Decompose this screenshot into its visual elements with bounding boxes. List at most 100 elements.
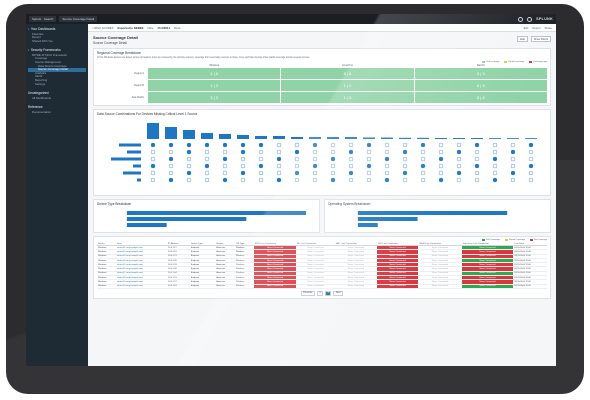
combination-bar[interactable] [237,135,249,139]
combination-bar[interactable] [471,138,483,139]
table-row[interactable]: Windows wkstn-02.corp.example.com 10.0.1.1… [97,249,547,255]
column-header[interactable]: SIEM Last Connection [418,242,462,246]
coverage-cell[interactable]: 1 | 2 [281,79,414,91]
column-header[interactable]: NAC Last Connection [334,242,377,246]
table-cell[interactable]: wkstn-08.corp.example.com [116,275,167,281]
chevron-down-icon[interactable]: ▾ [28,48,30,52]
column-header[interactable]: OS Type [234,242,255,246]
next-page-button[interactable]: Next [333,290,344,296]
coverage-cell[interactable]: 1 | 3 [148,79,281,91]
sidebar-item[interactable]: Reporting [35,77,48,82]
show-filters-button[interactable]: Show Filters [530,36,551,42]
sidebar-item[interactable]: Coverage [35,56,48,61]
table-cell[interactable]: wkstn-06.corp.example.com [116,266,167,272]
combination-bar[interactable] [327,137,339,139]
coverage-cell[interactable]: 9 | 9 [414,67,547,79]
settings-icon[interactable] [518,16,524,22]
edit-button[interactable]: Edit [517,36,528,42]
bar[interactable] [126,216,247,221]
coverage-cell[interactable]: 8 | 8 [414,91,547,103]
column-header[interactable]: EDR Last Connection [254,242,297,246]
set-size-bar[interactable] [133,164,141,168]
browser-tab[interactable]: Splunk · Search [29,16,57,22]
prev-page-button[interactable]: Previous [300,290,315,296]
breadcrumb-item[interactable]: Date [147,25,154,30]
combination-bar[interactable] [273,136,285,139]
combination-bar[interactable] [381,137,393,140]
table-row[interactable]: Windows wkstn-08.corp.example.com 10.0.1.5… [97,275,547,281]
set-size-bar[interactable] [111,157,141,161]
bar[interactable] [357,210,508,215]
table-row[interactable]: Windows wkstn-06.corp.example.com 10.0.1.4… [97,266,547,272]
table-row[interactable]: Windows wkstn-01.corp.example.com 10.0.1.1… [97,245,547,251]
table-row[interactable]: Windows wkstn-03.corp.example.com 10.0.1.2… [97,254,547,259]
table-cell[interactable]: wkstn-10.corp.example.com [116,284,167,290]
set-size-bar[interactable] [123,171,141,175]
breadcrumb-item[interactable]: More [174,25,181,30]
table-cell[interactable]: wkstn-03.corp.example.com [116,254,167,259]
browser-tab[interactable]: Source Coverage Detail [59,16,98,22]
column-header[interactable]: Region [215,242,235,246]
set-size-bar[interactable] [119,143,141,147]
set-size-bar[interactable] [127,150,141,154]
bar[interactable] [357,222,378,227]
page-2-button[interactable]: 2 [325,290,332,296]
coverage-cell[interactable]: 3 | 3 [148,91,281,103]
table-cell[interactable]: wkstn-09.corp.example.com [116,279,167,285]
combination-bar[interactable] [435,138,447,139]
user-icon[interactable] [527,16,533,22]
combination-bar[interactable] [525,138,537,139]
combination-bar[interactable] [417,137,429,139]
sidebar-item[interactable]: Data Source Coverage [38,63,67,68]
table-cell[interactable]: wkstn-02.corp.example.com [116,249,167,255]
edit-link[interactable]: Edit [523,25,529,30]
breadcrumb-item[interactable]: Exported to DEBEE [117,25,144,30]
table-row[interactable]: Windows wkstn-04.corp.example.com 10.0.1.2… [97,258,547,264]
bar[interactable] [357,216,418,221]
set-size-bar[interactable] [137,178,141,182]
table-row[interactable]: Windows wkstn-10.corp.example.com 10.0.1.6… [97,284,547,290]
table-row[interactable]: Windows wkstn-05.corp.example.com 10.0.1.3… [97,262,547,268]
sidebar-item[interactable]: Documentation [32,109,51,114]
combination-bar[interactable] [453,138,465,139]
combination-bar[interactable] [363,137,375,140]
sidebar-item[interactable]: Alerts [35,74,43,79]
combination-bar[interactable] [507,138,519,139]
coverage-cell[interactable]: 8 | 8 [281,67,414,79]
combination-bar[interactable] [147,123,159,139]
column-header[interactable]: Host [116,242,167,246]
column-header[interactable]: IP Address [166,242,190,246]
column-header[interactable]: DLP Last Connection [376,242,419,246]
table-cell[interactable]: wkstn-01.corp.example.com [116,245,167,251]
combination-bar[interactable] [345,137,357,139]
table-row[interactable]: Windows wkstn-09.corp.example.com 10.0.1.5… [97,279,547,285]
sidebar-item[interactable]: Favorites [32,31,44,36]
sidebar-item[interactable]: Settings [35,81,46,86]
sidebar-item[interactable]: Analytics [35,70,47,75]
sidebar-item[interactable]: Source Management [35,59,61,64]
column-header[interactable]: AV Last Connection [296,242,335,246]
column-header[interactable]: Device Type [189,242,216,246]
coverage-cell[interactable]: 6 | 6 [414,79,547,91]
table-cell[interactable]: wkstn-04.corp.example.com [116,258,167,264]
breadcrumb-item[interactable]: 1h 0/0014 [157,25,171,30]
sidebar-item[interactable]: MITRE ATT&CK Framework [32,52,67,57]
page-1-button[interactable]: 1 [316,290,324,296]
share-link[interactable]: Share [544,25,552,30]
sidebar-item[interactable]: Recent [32,35,41,40]
table-cell[interactable]: wkstn-07.corp.example.com [116,271,167,277]
sidebar-item[interactable]: Shared With You [32,38,53,43]
combination-bar[interactable] [291,137,303,139]
sidebar-item[interactable]: All Dashboards [32,95,51,100]
chevron-down-icon[interactable]: ▾ [28,27,30,31]
table-cell[interactable]: wkstn-05.corp.example.com [116,262,167,268]
combination-bar[interactable] [183,130,195,139]
table-row[interactable]: Windows wkstn-07.corp.example.com 10.0.1.4… [97,271,547,277]
breadcrumb-item[interactable]: < RISK SCORES [92,25,114,30]
combination-bar[interactable] [309,137,321,139]
combination-bar[interactable] [255,136,267,139]
bar[interactable] [126,210,307,215]
combination-bar[interactable] [201,133,213,139]
sidebar-item-active[interactable]: Source Coverage Detail [28,68,86,72]
coverage-cell[interactable]: 4 | 5 [148,67,281,79]
